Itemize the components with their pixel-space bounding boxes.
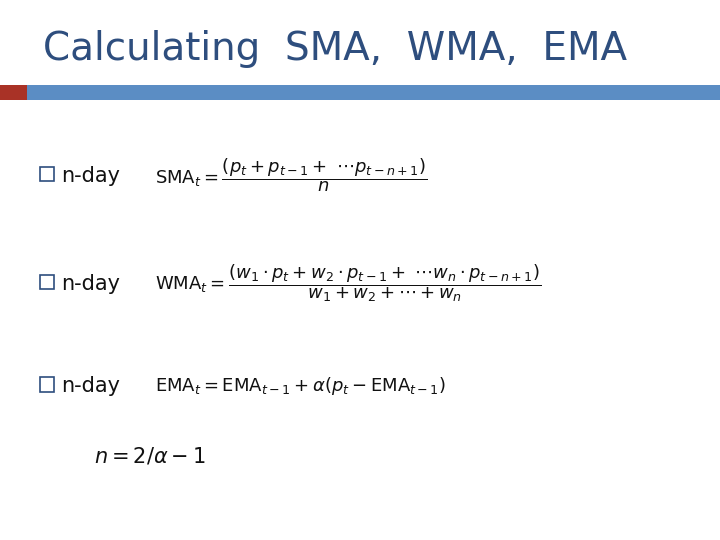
Text: n-day: n-day (61, 165, 120, 186)
Bar (27, 85, 720, 100)
Text: n-day: n-day (61, 376, 120, 396)
Text: $n = 2/\alpha - 1$: $n = 2/\alpha - 1$ (94, 446, 205, 467)
Bar (0, 85, 27, 100)
Text: $\mathrm{EMA}_{t} = \mathrm{EMA}_{t-1} + \alpha(p_t - \mathrm{EMA}_{t-1})$: $\mathrm{EMA}_{t} = \mathrm{EMA}_{t-1} +… (155, 375, 446, 397)
Bar (40, 377, 54, 392)
Bar (40, 166, 54, 181)
Text: n-day: n-day (61, 273, 120, 294)
Bar (40, 274, 54, 289)
Text: $\mathrm{SMA}_{t} = \dfrac{(p_t + p_{t-1} + \ \cdots p_{t-n+1})}{n}$: $\mathrm{SMA}_{t} = \dfrac{(p_t + p_{t-1… (155, 157, 427, 194)
Text: Calculating  SMA,  WMA,  EMA: Calculating SMA, WMA, EMA (43, 30, 627, 68)
Text: $\mathrm{WMA}_{t} = \dfrac{(w_1 \cdot p_t + w_2 \cdot p_{t-1} + \ \cdots w_n \cd: $\mathrm{WMA}_{t} = \dfrac{(w_1 \cdot p_… (155, 262, 541, 305)
